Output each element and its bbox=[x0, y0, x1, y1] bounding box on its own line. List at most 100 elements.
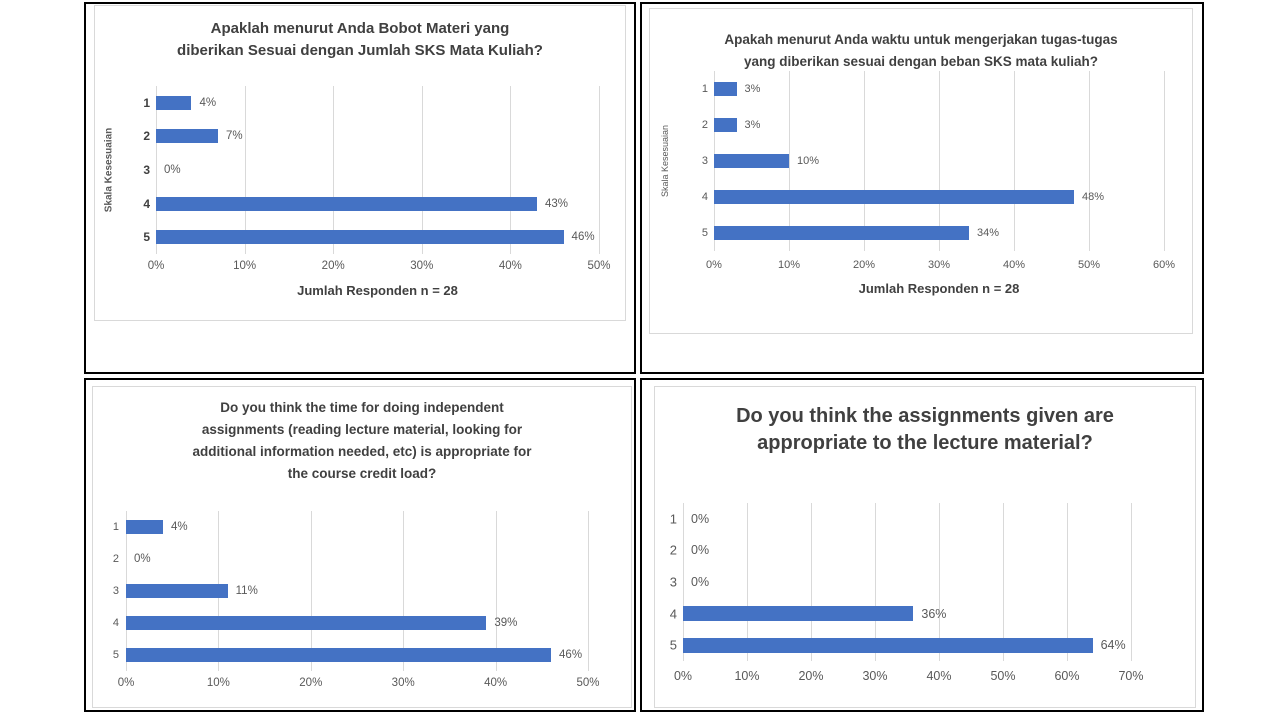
data-label: 0% bbox=[691, 511, 710, 526]
x-tick-label: 50% bbox=[1077, 259, 1101, 271]
category-label: 2 bbox=[701, 119, 708, 131]
x-axis-ticks: 0% 10% 20% 30% 40% 50% bbox=[118, 677, 600, 693]
bar bbox=[714, 190, 1074, 204]
category-label: 4 bbox=[701, 191, 708, 203]
y-axis-line bbox=[683, 503, 684, 661]
x-tick-label: 60% bbox=[1054, 669, 1080, 683]
data-label: 11% bbox=[235, 585, 258, 597]
x-axis-ticks: 0% 10% 20% 30% 40% 50% 60% bbox=[706, 259, 1175, 275]
grid-cell-top-right: Apakah menurut Anda waktu untuk mengerja… bbox=[640, 2, 1204, 374]
plot-area: 0% 0% 0% 36% 64% bbox=[683, 503, 1132, 661]
category-label: 2 bbox=[669, 542, 677, 558]
plot-area: 3% 3% 10% 48% 34% bbox=[714, 71, 1165, 251]
chart-title: Apaklah menurut Anda Bobot Materi yang d… bbox=[177, 20, 543, 59]
x-tick-label: 10% bbox=[777, 259, 800, 271]
x-tick-label: 50% bbox=[990, 669, 1016, 683]
category-label: 5 bbox=[701, 227, 708, 239]
gridline bbox=[747, 503, 748, 661]
category-label: 1 bbox=[669, 511, 677, 527]
x-tick-label: 30% bbox=[862, 669, 888, 683]
data-label: 4% bbox=[170, 521, 188, 533]
gridline bbox=[939, 503, 940, 661]
bar bbox=[714, 82, 737, 96]
category-label: 3 bbox=[701, 155, 708, 167]
data-label: 0% bbox=[691, 575, 710, 589]
x-tick-label: 10% bbox=[734, 669, 760, 683]
x-tick-label: 40% bbox=[484, 677, 508, 689]
gridline bbox=[811, 503, 812, 661]
x-tick-label: 40% bbox=[926, 669, 952, 683]
category-label: 5 bbox=[669, 637, 677, 653]
data-label: 3% bbox=[744, 83, 761, 95]
bar bbox=[156, 196, 537, 211]
x-tick-label: 20% bbox=[299, 677, 323, 689]
data-label: 43% bbox=[544, 197, 568, 210]
data-label: 0% bbox=[691, 543, 710, 558]
x-tick-label: 40% bbox=[498, 260, 522, 272]
data-label: 3% bbox=[744, 119, 761, 131]
x-tick-label: 20% bbox=[798, 669, 824, 683]
gridline bbox=[421, 86, 423, 254]
x-tick-label: 10% bbox=[233, 260, 257, 272]
data-label: 64% bbox=[1100, 638, 1126, 653]
x-tick-label: 20% bbox=[852, 259, 875, 271]
x-tick-label: 40% bbox=[1002, 259, 1025, 271]
category-label: 2 bbox=[143, 129, 150, 144]
category-label: 3 bbox=[143, 163, 150, 177]
gridline bbox=[403, 511, 405, 671]
gridline bbox=[863, 71, 865, 251]
chart-title: Do you think the assignments given are a… bbox=[736, 405, 1114, 454]
category-label: 1 bbox=[143, 95, 150, 110]
category-label: 2 bbox=[112, 553, 119, 565]
gridline bbox=[1164, 71, 1165, 251]
grid-cell-top-left: Apaklah menurut Anda Bobot Materi yang d… bbox=[84, 2, 636, 374]
x-tick-label: 30% bbox=[927, 259, 951, 271]
x-tick-label: 30% bbox=[391, 677, 415, 689]
bar bbox=[714, 226, 969, 240]
gridline bbox=[1131, 503, 1132, 661]
bar bbox=[683, 637, 1093, 653]
gridline bbox=[495, 511, 497, 671]
gridline bbox=[939, 71, 940, 251]
data-label: 48% bbox=[1082, 191, 1105, 203]
bar bbox=[126, 520, 163, 534]
bar bbox=[156, 129, 219, 144]
bar bbox=[156, 230, 564, 245]
category-label: 5 bbox=[143, 230, 150, 245]
plot-area: 4% 7% 0% 43% 46% bbox=[156, 86, 600, 254]
bar bbox=[683, 606, 914, 622]
gridline bbox=[244, 86, 246, 254]
data-label: 10% bbox=[797, 155, 820, 167]
x-tick-label: 70% bbox=[1118, 669, 1144, 683]
plot-area: 4% 0% 11% 39% 46% bbox=[126, 511, 589, 671]
gridline bbox=[310, 511, 312, 671]
data-label: 46% bbox=[571, 231, 595, 244]
data-label: 34% bbox=[977, 227, 1000, 239]
bar bbox=[156, 95, 192, 110]
bar bbox=[714, 118, 737, 132]
category-label: 3 bbox=[112, 585, 119, 597]
data-label: 0% bbox=[164, 164, 181, 176]
x-tick-label: 10% bbox=[206, 677, 230, 689]
bar bbox=[126, 648, 552, 662]
data-label: 36% bbox=[921, 606, 947, 621]
grid-cell-bottom-left: Do you think the time for doing independ… bbox=[84, 378, 636, 712]
category-label: 1 bbox=[112, 521, 119, 533]
x-tick-label: 60% bbox=[1152, 259, 1176, 271]
chart-title: Apakah menurut Anda waktu untuk mengerja… bbox=[724, 32, 1118, 69]
chart-independent-assignment-time: Do you think the time for doing independ… bbox=[92, 386, 632, 708]
chart-title: Do you think the time for doing independ… bbox=[192, 400, 532, 481]
gridline bbox=[875, 503, 876, 661]
x-tick-label: 0% bbox=[706, 259, 722, 271]
x-axis-title: Jumlah Responden n = 28 bbox=[297, 283, 458, 298]
x-tick-label: 30% bbox=[410, 260, 434, 272]
gridline bbox=[1089, 71, 1090, 251]
gridline bbox=[788, 71, 790, 251]
bar bbox=[126, 584, 228, 598]
data-label: 39% bbox=[494, 617, 518, 629]
gridline bbox=[1067, 503, 1068, 661]
category-label: 4 bbox=[669, 606, 677, 622]
category-label: 3 bbox=[669, 574, 677, 590]
grid-cell-bottom-right: Do you think the assignments given are a… bbox=[640, 378, 1204, 712]
